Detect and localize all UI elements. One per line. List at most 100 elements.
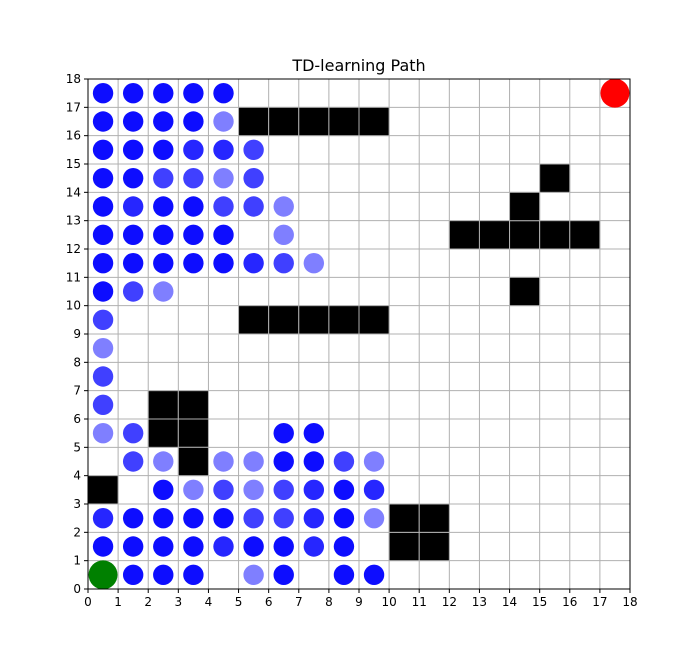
obstacle-cell [87,475,119,505]
path-marker [243,196,264,217]
obstacle-cell [539,163,571,193]
path-marker [183,167,204,189]
path-markers [92,82,385,586]
path-marker [213,82,234,104]
path-marker [153,196,174,217]
path-marker [183,196,204,217]
y-tick-label: 9 [73,327,81,341]
path-marker [183,507,204,529]
path-marker [122,422,144,444]
path-marker [122,82,144,104]
path-marker [213,139,234,161]
path-marker [303,536,325,557]
x-tick-label: 18 [622,595,637,609]
path-marker [243,507,264,529]
obstacle-cell [328,305,360,335]
x-tick-label: 16 [562,595,577,609]
path-marker [213,167,234,189]
path-marker [92,167,114,189]
y-tick-label: 12 [66,242,81,256]
path-marker [243,564,264,586]
path-marker [153,167,174,189]
obstacle-cell [147,418,179,448]
x-tick-label: 4 [205,595,213,609]
y-tick-label: 2 [73,525,81,539]
path-marker [92,507,114,529]
obstacle-cell [268,305,300,335]
path-marker [243,479,264,501]
start-marker [88,560,118,590]
path-marker [363,479,385,501]
y-tick-label: 6 [73,412,81,426]
y-tick-label: 11 [66,270,81,284]
path-marker [92,252,114,274]
path-marker [92,111,114,132]
x-axis-ticks: 0 1 2 3 4 5 6 7 8 9 10 11 12 13 14 15 16 17 18 [84,589,638,609]
path-marker [153,82,174,104]
path-marker [303,422,325,444]
path-marker [92,422,114,444]
obstacle-cell [539,220,571,250]
path-marker [273,224,294,246]
path-marker [153,139,174,161]
path-marker [273,507,294,529]
path-marker [213,196,234,217]
path-marker [183,224,204,246]
path-marker [153,564,174,586]
y-tick-label: 5 [73,440,81,454]
path-marker [122,224,144,246]
path-marker [122,111,144,132]
path-marker [213,252,234,274]
x-tick-label: 10 [381,595,396,609]
path-marker [333,536,355,557]
path-marker [303,252,325,274]
y-tick-label: 10 [66,299,81,313]
y-tick-label: 4 [73,469,81,483]
path-marker [333,451,355,472]
path-marker [273,564,294,586]
path-marker [122,252,144,274]
path-marker [92,366,114,387]
path-marker [183,82,204,104]
path-marker [122,196,144,217]
obstacle-cell [268,106,300,137]
path-marker [363,507,385,529]
path-marker [303,451,325,472]
y-tick-label: 1 [73,554,81,568]
path-marker [153,507,174,529]
path-marker [122,564,144,586]
path-marker [122,281,144,302]
obstacles [87,106,601,562]
obstacle-cell [509,191,541,222]
x-tick-label: 6 [265,595,273,609]
x-tick-label: 12 [442,595,457,609]
path-marker [183,252,204,274]
obstacle-cell [177,446,209,477]
goal-marker [600,78,630,108]
x-tick-label: 3 [175,595,183,609]
path-marker [92,394,114,416]
obstacle-cell [147,390,179,420]
path-marker [213,451,234,472]
y-tick-label: 3 [73,497,81,511]
chart-title: TD-learning Path [291,56,425,75]
obstacle-cell [388,531,420,562]
obstacle-cell [418,531,450,562]
path-marker [122,167,144,189]
path-marker [243,139,264,161]
obstacle-cell [328,106,360,137]
obstacle-cell [238,305,270,335]
x-tick-label: 0 [84,595,92,609]
y-tick-label: 18 [66,72,81,86]
x-tick-label: 2 [144,595,152,609]
x-tick-label: 8 [325,595,333,609]
y-tick-label: 7 [73,384,81,398]
x-tick-label: 11 [412,595,427,609]
path-marker [153,252,174,274]
path-marker [243,451,264,472]
path-marker [333,507,355,529]
x-tick-label: 14 [502,595,517,609]
obstacle-cell [238,106,270,137]
path-marker [213,224,234,246]
